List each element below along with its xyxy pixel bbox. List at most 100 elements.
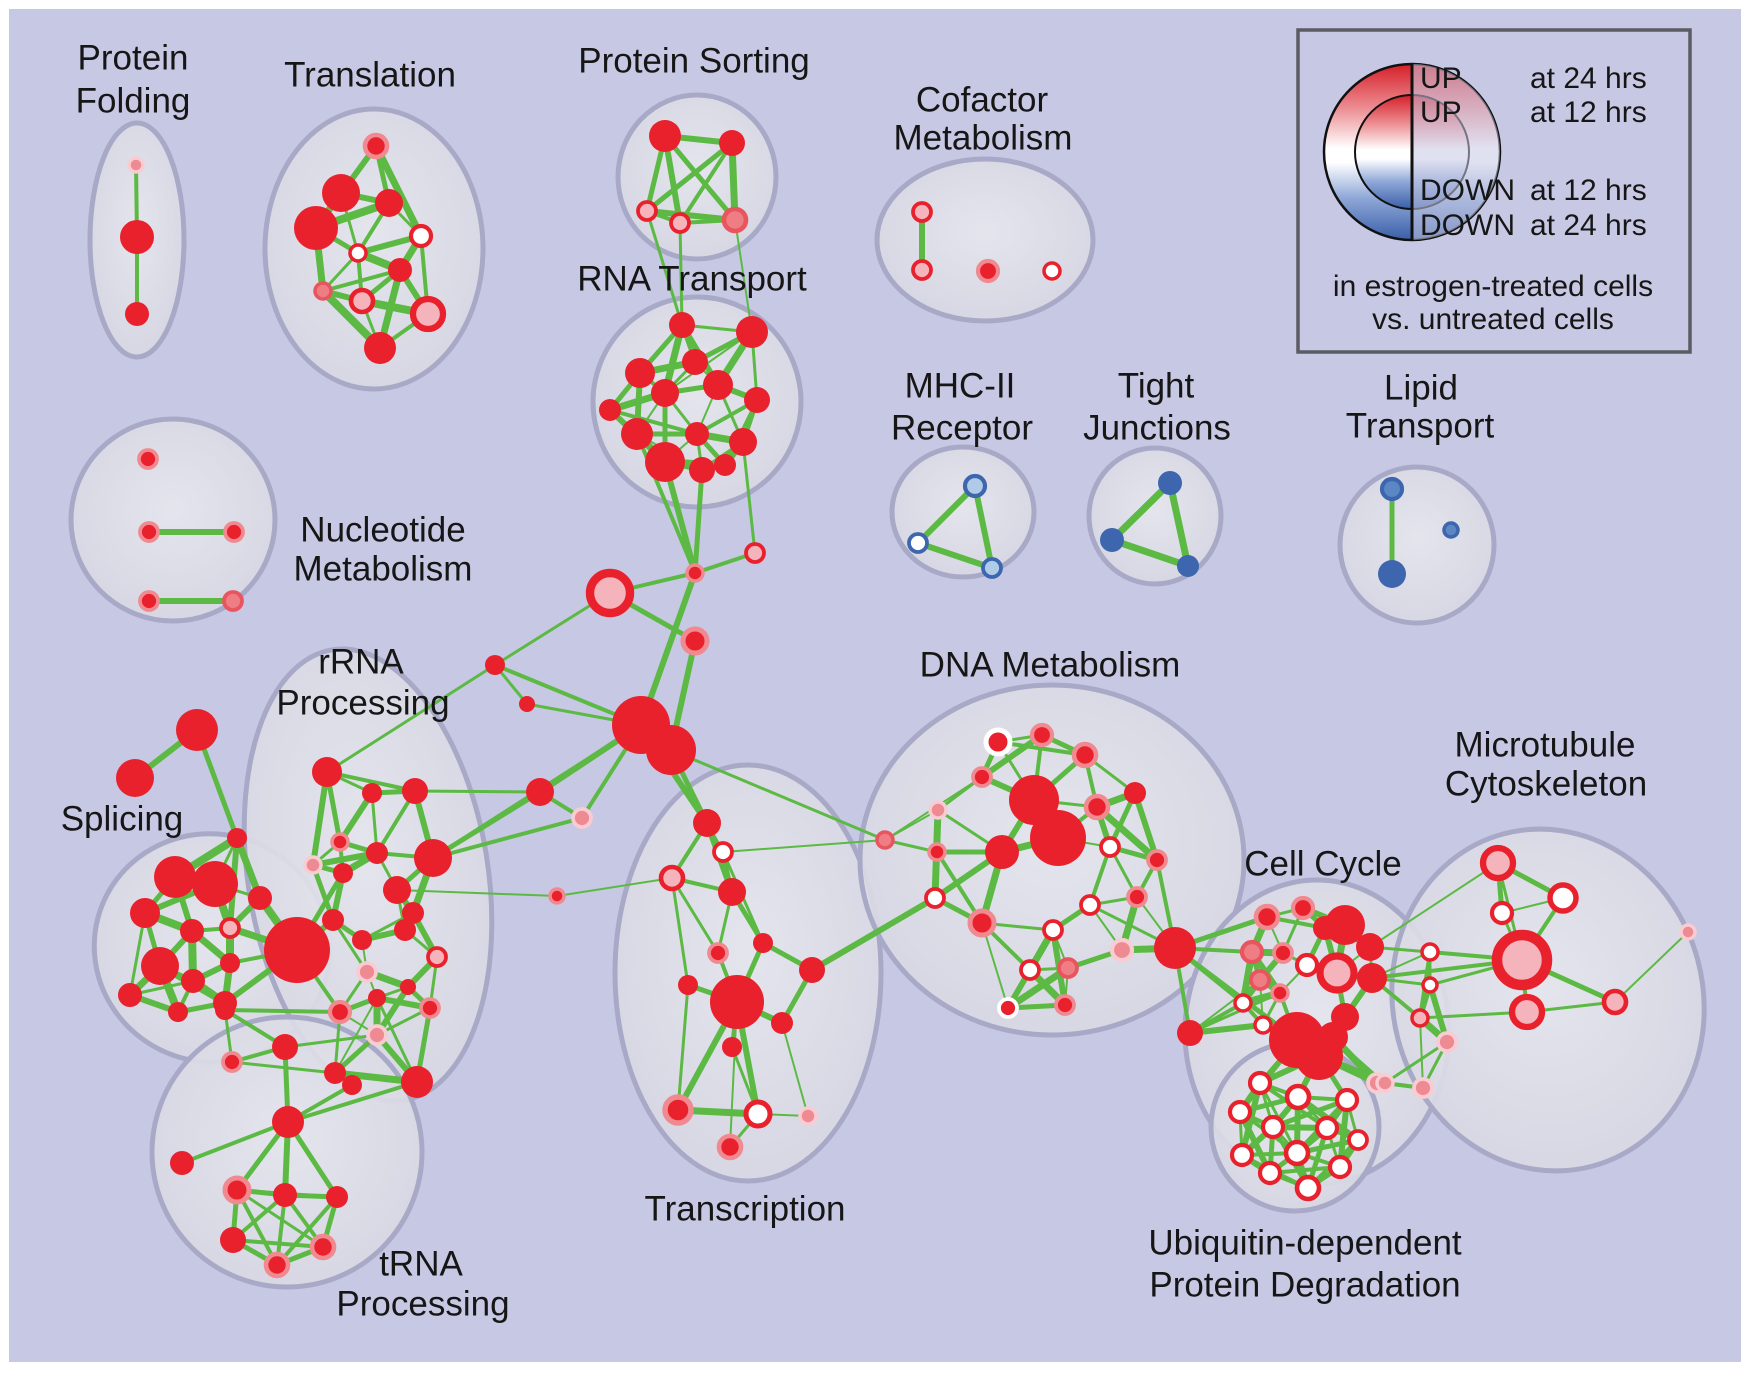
cluster-label-pf: Folding: [76, 81, 191, 120]
node-dm-pr: [1146, 849, 1168, 871]
edge-link: [431, 816, 584, 860]
node-tj-b: [1158, 471, 1182, 495]
edge-ts: [676, 983, 690, 1112]
node-rr-r: [394, 919, 416, 941]
cluster-label-cm: Metabolism: [894, 118, 1073, 157]
legend-direction-label: UP: [1420, 96, 1462, 129]
node-ts-r: [678, 975, 698, 995]
edge-dm: [979, 732, 1045, 780]
node-cm-rp: [911, 201, 933, 223]
node-cc-r: [1325, 905, 1365, 945]
node-tn-r: [342, 1075, 362, 1095]
node-ub-rw: [1347, 1129, 1369, 1151]
cluster-label-cc: Cell Cycle: [1244, 844, 1402, 883]
edge-tn: [275, 1195, 339, 1267]
cluster-label-tj: Tight: [1118, 366, 1195, 405]
node-sp-r: [181, 969, 205, 993]
node-rr-r: [333, 863, 353, 883]
edge-tj: [1166, 479, 1192, 570]
cluster-label-tj: Junctions: [1083, 408, 1231, 447]
edge-rt: [608, 408, 699, 436]
node-tr-p: [313, 281, 333, 301]
cluster-label-mh: Receptor: [891, 408, 1033, 447]
node-ub-rw: [1284, 1083, 1312, 1111]
cluster-label-mh: MHC-II: [905, 366, 1016, 405]
cluster-label-rr: rRNA: [318, 642, 404, 681]
node-rt-r: [645, 442, 685, 482]
node-dm-pr: [927, 842, 947, 862]
node-nm-pr: [137, 448, 159, 470]
edge-mh: [915, 483, 978, 546]
legend-faded-half: [1412, 64, 1500, 240]
legend: UP at 24 hrs UP at 12 hrs DOWN at 12 hrs DOWN a…: [1296, 28, 1692, 354]
node-rr-r: [400, 979, 416, 995]
edge-link: [1369, 862, 1499, 948]
cluster-ellipse-cm: [874, 156, 1096, 324]
node-hub-pr: [680, 626, 710, 656]
node-cc-r: [1177, 1020, 1203, 1046]
network-nodes: [116, 120, 1697, 1279]
node-sp-r: [116, 759, 154, 797]
node-tr-r: [294, 206, 338, 250]
node-dm-pp: [1109, 937, 1135, 963]
node-cc-rw: [1421, 976, 1439, 994]
edge-ub: [1270, 1097, 1350, 1130]
cluster-ellipse-nm: [68, 416, 278, 624]
node-mc-rw: [1547, 882, 1579, 914]
node-dm-pr: [1083, 793, 1111, 821]
node-cc-r: [1356, 933, 1384, 961]
edge-dm: [1093, 803, 1161, 864]
node-ps-rp: [669, 212, 691, 234]
node-rt-r: [729, 428, 757, 456]
node-sp-r: [192, 861, 238, 907]
node-dm-pr: [967, 908, 997, 938]
node-ts-pp: [798, 1106, 818, 1126]
node-rr-pr: [330, 832, 350, 852]
cluster-ellipse-tj: [1086, 445, 1224, 587]
node-rt-r: [599, 399, 621, 421]
node-dm-rw: [1042, 919, 1064, 941]
legend-time-label: at 24 hrs: [1530, 209, 1647, 242]
node-mc-rp: [1601, 988, 1629, 1016]
node-lt-bb: [1442, 521, 1460, 539]
node-ps-r: [649, 120, 681, 152]
node-rr-pp: [366, 1024, 388, 1046]
node-tr-r: [364, 332, 396, 364]
node-tn-r: [272, 1034, 298, 1060]
node-hub-r: [646, 725, 696, 775]
node-cc-pp: [1412, 1077, 1434, 1099]
edge-link: [413, 789, 542, 794]
node-ub-rw: [1260, 1114, 1286, 1140]
node-tn-pr: [309, 1233, 337, 1261]
node-dm-rw: [1019, 959, 1041, 981]
node-rr-r: [402, 902, 424, 924]
edge-link: [645, 209, 684, 327]
cluster-label-nm: Nucleotide: [300, 510, 465, 549]
node-rr-r: [366, 842, 388, 864]
node-tn-pr: [221, 1051, 243, 1073]
cluster-ellipse-lt: [1337, 464, 1497, 626]
legend-footer-line: vs. untreated cells: [1372, 303, 1614, 336]
node-cc-p: [1239, 939, 1265, 965]
node-ts-rp: [658, 864, 686, 892]
edge-tr: [372, 142, 425, 240]
node-ub-rw: [1334, 1087, 1360, 1113]
edge-tr: [321, 268, 402, 293]
node-hub-p: [875, 830, 895, 850]
node-sp-r: [168, 1002, 188, 1022]
node-rt-r: [621, 418, 653, 450]
edge-tn: [235, 1188, 325, 1249]
cluster-label-lt: Lipid: [1384, 368, 1458, 407]
node-rr-r: [368, 989, 386, 1007]
node-cc-r: [1318, 1022, 1348, 1052]
node-rt-r: [685, 422, 709, 446]
node-ts-rw: [712, 841, 734, 863]
edge-tn: [231, 1238, 325, 1249]
node-ts-pr: [662, 1094, 694, 1126]
node-tn-r: [273, 1183, 297, 1207]
edge-tj: [1108, 479, 1174, 544]
node-cc-r: [1357, 963, 1387, 993]
edge-link: [286, 1080, 419, 1124]
node-tj-b: [1100, 528, 1124, 552]
